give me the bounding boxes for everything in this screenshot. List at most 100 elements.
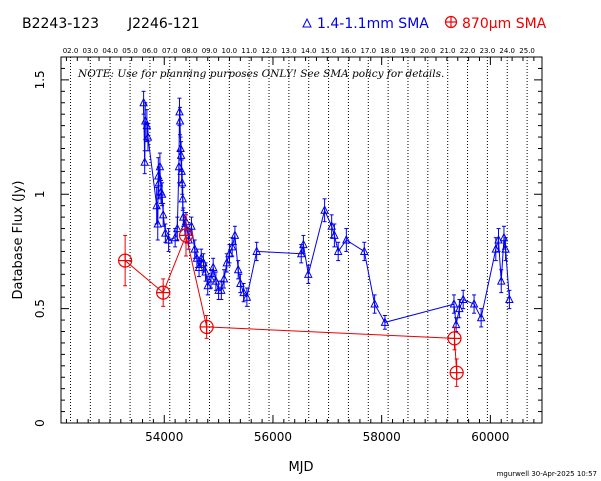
source-name: B2243-123 bbox=[22, 16, 99, 32]
top-year-label: 02.0 bbox=[63, 47, 79, 55]
top-year-label: 16.0 bbox=[341, 47, 357, 55]
y-axis: 0 0.5 1 1.5 bbox=[33, 56, 542, 427]
x-tick-label: 60000 bbox=[471, 430, 509, 444]
data-point bbox=[242, 292, 252, 301]
top-year-label: 14.0 bbox=[301, 47, 317, 55]
data-point bbox=[299, 239, 308, 249]
data-point bbox=[359, 246, 369, 255]
footer-stamp: mgurwell 30-Apr-2025 10:57 bbox=[497, 470, 597, 478]
y-tick-label: 1 bbox=[33, 190, 47, 198]
data-point bbox=[176, 150, 186, 159]
plot-frame bbox=[60, 56, 543, 424]
top-year-label: 24.0 bbox=[499, 47, 515, 55]
top-year-label: 11.0 bbox=[241, 47, 257, 55]
data-point bbox=[208, 262, 218, 271]
top-year-label: 22.0 bbox=[460, 47, 476, 55]
data-point bbox=[505, 294, 514, 303]
x-axis: 54000 56000 58000 60000 bbox=[65, 57, 535, 444]
top-year-label: 08.0 bbox=[182, 47, 198, 55]
top-year-label: 20.0 bbox=[420, 47, 436, 55]
data-point bbox=[330, 230, 339, 239]
data-point bbox=[449, 365, 464, 380]
data-point bbox=[217, 285, 226, 294]
top-year-label: 03.0 bbox=[83, 47, 99, 55]
data-point bbox=[230, 230, 240, 239]
data-point bbox=[118, 253, 133, 268]
data-point bbox=[447, 331, 462, 346]
series-blue bbox=[139, 90, 514, 332]
data-point bbox=[380, 317, 390, 326]
data-point bbox=[175, 106, 184, 116]
series-line bbox=[124, 233, 458, 373]
data-point bbox=[499, 232, 509, 242]
data-point bbox=[252, 246, 261, 255]
top-year-label: 06.0 bbox=[142, 47, 158, 55]
year-grid bbox=[70, 57, 528, 423]
data-point bbox=[152, 200, 161, 210]
top-year-label: 10.0 bbox=[222, 47, 238, 55]
data-point bbox=[333, 246, 343, 255]
data-point bbox=[173, 223, 182, 233]
data-point bbox=[206, 273, 216, 283]
data-point bbox=[225, 248, 234, 258]
data-point bbox=[199, 319, 214, 335]
data-point bbox=[476, 312, 486, 322]
data-point bbox=[201, 266, 210, 276]
y-tick-label: 0.5 bbox=[33, 299, 47, 318]
y-tick-label: 1.5 bbox=[33, 70, 47, 89]
x-tick-label: 54000 bbox=[145, 430, 183, 444]
circle-plus-icon bbox=[444, 15, 458, 29]
legend-blue: 1.4-1.1mm SMA bbox=[317, 16, 429, 32]
data-point bbox=[219, 273, 229, 283]
data-point bbox=[175, 115, 185, 125]
data-point bbox=[303, 269, 313, 278]
top-year-label: 17.0 bbox=[360, 47, 376, 55]
x-tick-label: 58000 bbox=[363, 430, 401, 444]
top-year-label: 19.0 bbox=[400, 47, 416, 55]
legend-red: 870μm SMA bbox=[462, 16, 547, 32]
top-year-label: 12.0 bbox=[261, 47, 277, 55]
data-point bbox=[239, 287, 248, 297]
data-point bbox=[342, 234, 351, 244]
data-point bbox=[327, 221, 336, 230]
data-point bbox=[458, 294, 468, 303]
data-point bbox=[155, 161, 165, 171]
data-point bbox=[494, 234, 503, 244]
data-point bbox=[203, 280, 213, 290]
top-year-axis: 02.0 03.0 04.0 05.0 06.0 07.0 08.0 09.0 10.0 11.0… bbox=[63, 47, 535, 55]
data-point bbox=[142, 120, 152, 130]
y-axis-label: Database Flux (Jy) bbox=[11, 181, 26, 300]
data-point bbox=[178, 193, 188, 203]
data-point bbox=[320, 205, 329, 214]
data-point bbox=[143, 131, 153, 141]
data-point bbox=[156, 285, 171, 300]
data-point bbox=[491, 244, 501, 253]
data-point bbox=[227, 241, 237, 251]
data-point bbox=[370, 298, 379, 308]
data-point bbox=[153, 218, 163, 228]
data-point bbox=[177, 177, 187, 187]
top-year-label: 05.0 bbox=[122, 47, 138, 55]
top-year-label: 18.0 bbox=[380, 47, 396, 55]
data-point bbox=[178, 228, 194, 243]
data-point bbox=[469, 298, 479, 308]
data-point bbox=[161, 228, 170, 237]
data-point bbox=[157, 189, 167, 198]
y-tick-label: 0 bbox=[33, 419, 47, 427]
x-axis-label: MJD bbox=[288, 460, 313, 475]
top-year-label: 04.0 bbox=[102, 47, 118, 55]
x-tick-label: 56000 bbox=[254, 430, 292, 444]
planning-note: NOTE: Use for planning purposes ONLY! Se… bbox=[77, 68, 444, 80]
data-point bbox=[164, 234, 173, 244]
top-year-label: 23.0 bbox=[480, 47, 496, 55]
data-point bbox=[233, 264, 243, 274]
triangle-icon bbox=[302, 17, 312, 28]
data-point bbox=[158, 209, 168, 219]
data-point bbox=[496, 276, 506, 285]
data-point bbox=[236, 278, 245, 287]
data-point bbox=[451, 319, 461, 329]
data-point bbox=[449, 298, 459, 308]
data-point bbox=[455, 303, 464, 313]
top-year-label: 15.0 bbox=[321, 47, 337, 55]
